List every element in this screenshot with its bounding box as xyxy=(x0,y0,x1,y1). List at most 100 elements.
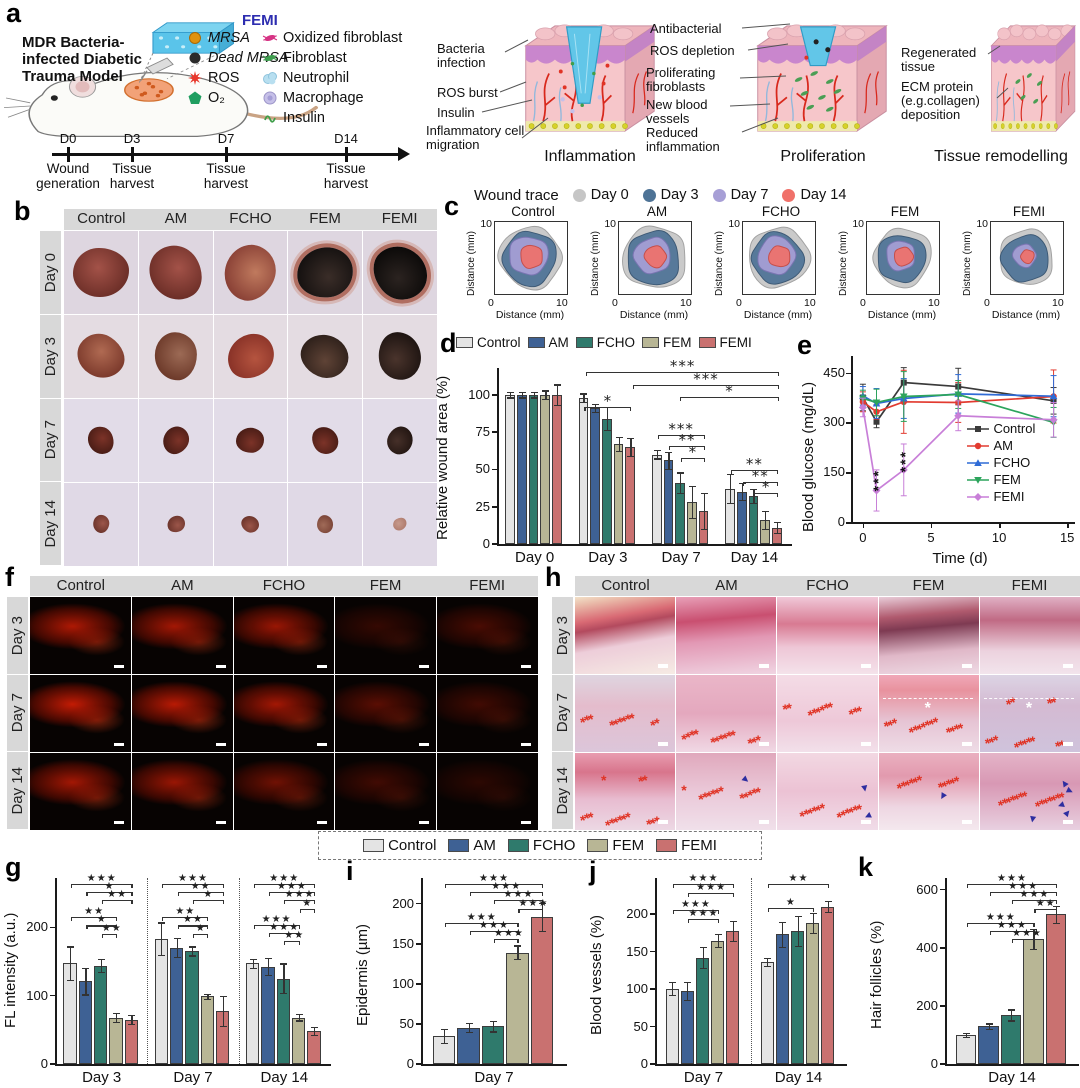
legend-swatch xyxy=(698,336,716,348)
error-cap xyxy=(677,472,685,474)
x-tick xyxy=(1067,522,1069,528)
y-tick xyxy=(492,468,498,471)
vessel-asterisk: * xyxy=(997,796,1004,813)
y-axis xyxy=(655,878,657,1064)
error-cap xyxy=(204,993,212,995)
error-bar xyxy=(668,451,670,470)
vessel-asterisk: * xyxy=(621,810,627,827)
error-cap xyxy=(779,921,787,923)
y-tick xyxy=(650,913,656,915)
sig-end xyxy=(584,406,586,411)
timeline-day-label: D3 xyxy=(123,131,141,146)
panel-h-column-headers: Control AM FCHO FEM FEMI xyxy=(575,576,1080,596)
x-tick-label: 10 xyxy=(991,530,1007,545)
x-tick-label: 10 xyxy=(1052,297,1064,309)
wound-blob xyxy=(139,235,212,310)
error-bar xyxy=(252,958,254,969)
wound-star: * xyxy=(924,699,931,717)
sig-stars: ★★★ xyxy=(518,897,549,909)
dead-mrsa-icon xyxy=(189,52,201,64)
o2-icon xyxy=(188,91,202,104)
y-tick-label: 10 xyxy=(728,218,740,230)
mouse-art xyxy=(3,21,318,137)
sig-end xyxy=(469,891,471,896)
histology-image xyxy=(979,597,1080,674)
g-y-axis-label: FL intensity (a.u.) xyxy=(2,912,19,1028)
legend-label: FEM xyxy=(993,472,1021,488)
error-cap xyxy=(764,957,772,959)
sig-stars: ★★★ xyxy=(696,881,727,893)
x-axis xyxy=(655,1064,847,1066)
y-tick-label: 50 xyxy=(399,1015,414,1031)
vessel-asterisk: * xyxy=(1013,738,1020,752)
x-tick-label: 0 xyxy=(860,297,866,309)
vessel-asterisk: * xyxy=(755,732,761,749)
error-cap xyxy=(963,1036,971,1038)
legend-marker xyxy=(967,426,990,433)
wound-photo xyxy=(213,399,288,482)
fluorescence-image xyxy=(437,675,538,752)
vessel-asterisk: * xyxy=(601,772,607,789)
histology-image xyxy=(575,597,676,674)
y-tick-label: 400 xyxy=(916,939,938,955)
bar xyxy=(109,1017,123,1064)
sig-stars: ★★★ xyxy=(86,872,117,884)
sig-end xyxy=(1033,931,1035,935)
error-bar xyxy=(812,912,814,934)
vessel-asterisk: * xyxy=(836,808,842,825)
wound-photo xyxy=(288,483,363,566)
sig-stars: *** xyxy=(668,419,694,438)
legend-marker xyxy=(967,459,990,467)
column-header: FCHO xyxy=(806,577,849,594)
vessel-asterisk: * xyxy=(609,815,615,830)
error-bar xyxy=(729,473,732,504)
shared-group-legend: Control AM FCHO FEM FEMI xyxy=(318,831,762,860)
scale-bar xyxy=(658,820,669,824)
bar xyxy=(760,962,774,1064)
day-color-dot xyxy=(572,188,586,202)
timeline-caption: Tissue harvest xyxy=(203,161,249,191)
bar xyxy=(1000,1015,1022,1064)
wound-photo xyxy=(363,399,437,482)
scale-bar xyxy=(419,821,430,824)
legend-item: Macrophage xyxy=(262,90,402,106)
fluorescence-image-grid xyxy=(30,597,538,830)
sig-line xyxy=(193,900,224,902)
row-label: Day 3 xyxy=(7,597,28,675)
sig-line xyxy=(177,925,209,927)
y-tick xyxy=(846,472,852,474)
histology-image xyxy=(676,597,777,674)
sig-end xyxy=(116,917,118,922)
timeline-day-label: D0 xyxy=(59,131,77,146)
sig-line xyxy=(268,932,300,934)
error-cap xyxy=(653,450,661,452)
error-cap xyxy=(507,391,515,394)
y-axis xyxy=(851,356,853,522)
histology-image: * * * * * * * * * * * * ▶ xyxy=(676,753,777,830)
error-cap xyxy=(249,967,257,969)
bar xyxy=(517,394,527,544)
sig-line xyxy=(177,891,224,894)
vessel-asterisk: * xyxy=(949,774,956,791)
sig-stars: ★★★ xyxy=(261,913,292,925)
vessel-asterisk: * xyxy=(1046,695,1053,712)
vessel-asterisk: * xyxy=(609,717,615,734)
sig-stars: ★ xyxy=(96,914,107,926)
x-category-label: Day 3 xyxy=(82,1069,122,1086)
legend-swatch xyxy=(363,839,385,852)
sig-end xyxy=(313,900,316,905)
x-tick-label: 10 xyxy=(680,297,692,309)
sig-end xyxy=(778,397,780,402)
vessel-asterisk: * xyxy=(638,773,644,790)
vessel-asterisk: * xyxy=(856,702,862,719)
sig-stars: ★★ xyxy=(1035,897,1056,909)
sig-stars: * xyxy=(688,442,698,461)
vessel-asterisk: * xyxy=(588,808,594,825)
vessel-asterisk: * xyxy=(722,729,728,746)
error-bar xyxy=(672,982,674,996)
wound-trace-subplot: Control Distance (mm) 10 0 10 Distance (mm) xyxy=(460,204,584,330)
sig-stars: ★★★ xyxy=(680,898,711,910)
wound-margin-dashes xyxy=(983,698,1074,700)
legend-item: FEM xyxy=(587,837,644,854)
error-bar xyxy=(717,934,719,948)
